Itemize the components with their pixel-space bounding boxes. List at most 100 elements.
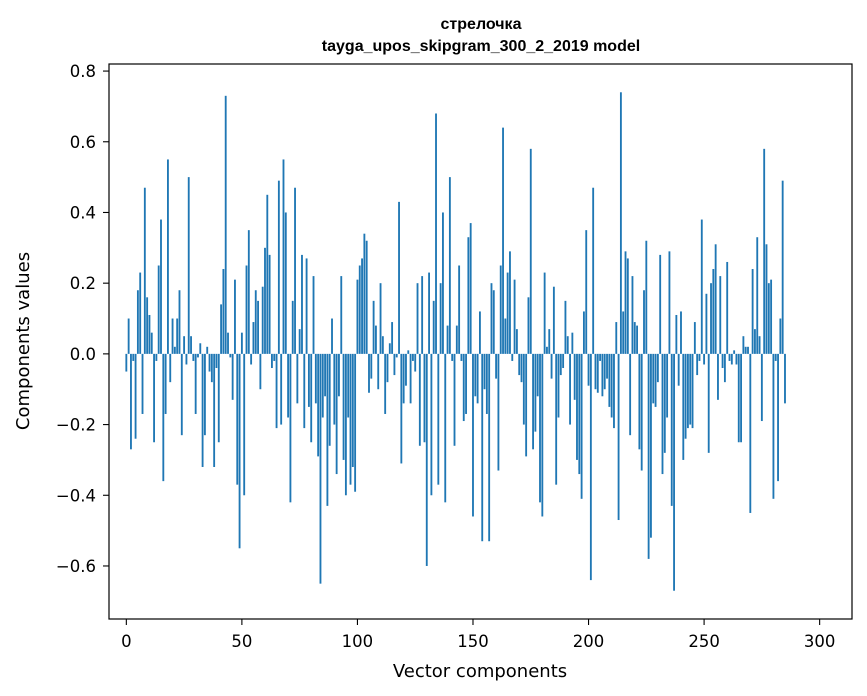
bar [515, 329, 518, 354]
x-tick-label: 300 [804, 632, 836, 651]
bar [400, 353, 403, 464]
bar [203, 353, 206, 436]
bar [333, 353, 336, 425]
x-tick-label: 250 [688, 632, 720, 651]
bar [215, 353, 218, 369]
bar [719, 276, 722, 354]
bar [511, 353, 514, 361]
bar [539, 353, 541, 503]
bar [171, 318, 174, 354]
bar [663, 353, 666, 453]
bar [305, 258, 308, 354]
bar [527, 297, 530, 354]
bar [439, 283, 442, 354]
bar [740, 353, 742, 443]
bar [284, 212, 287, 354]
bar [314, 353, 317, 404]
bar [282, 159, 285, 354]
bar [485, 353, 488, 414]
y-tick-label: −0.2 [56, 416, 96, 435]
bar [499, 265, 502, 354]
bar [178, 290, 181, 354]
bar [550, 353, 553, 379]
bar [717, 353, 719, 400]
bar [596, 353, 599, 393]
bar [277, 180, 280, 354]
bar [650, 353, 652, 538]
bar [240, 332, 243, 354]
bar [125, 353, 128, 372]
bar [451, 353, 454, 361]
bar [670, 353, 673, 506]
x-axis-label: Vector components [393, 661, 567, 682]
bars-group [125, 92, 786, 591]
bar [601, 353, 604, 397]
bar [763, 148, 766, 354]
bar [571, 332, 574, 354]
bar [132, 353, 135, 361]
bar [703, 353, 706, 365]
bar [693, 322, 696, 354]
bar [652, 353, 655, 404]
bar [444, 353, 447, 503]
bar [770, 279, 773, 354]
bar [506, 272, 509, 354]
bar [525, 353, 528, 457]
bar [139, 272, 142, 354]
bar [509, 251, 511, 354]
bar [224, 95, 227, 354]
bar [326, 353, 329, 506]
bar [245, 265, 248, 354]
bar [143, 187, 146, 354]
bar [361, 258, 363, 354]
bar [381, 336, 384, 354]
bar [321, 353, 324, 418]
bar [432, 300, 435, 354]
bar [784, 353, 786, 404]
bar [155, 353, 158, 361]
bar [169, 353, 172, 383]
bar [615, 322, 618, 354]
bar [624, 251, 627, 354]
bar [185, 353, 188, 365]
bar [668, 251, 671, 354]
bar [271, 353, 273, 369]
bar [354, 353, 357, 492]
bar [474, 353, 477, 397]
bar [751, 269, 754, 354]
bar [576, 353, 578, 460]
bar [587, 353, 590, 386]
bar [700, 219, 703, 354]
bar [536, 353, 539, 397]
bar [176, 318, 179, 354]
bar [384, 353, 387, 414]
y-tick-label: 0.8 [70, 62, 96, 81]
bar [564, 300, 567, 354]
bar [301, 254, 303, 354]
bar [199, 343, 202, 354]
bar [409, 353, 412, 404]
bar [187, 177, 190, 354]
bar [543, 272, 546, 354]
bar [303, 353, 306, 429]
bar [714, 244, 717, 354]
bar [585, 230, 588, 354]
bar [518, 353, 521, 376]
bar [705, 293, 708, 354]
bar [252, 322, 255, 354]
bar [633, 322, 636, 354]
bar [654, 353, 657, 407]
bar [294, 187, 296, 354]
bar [234, 279, 236, 354]
bar [194, 353, 197, 414]
bar [476, 353, 479, 404]
bar [395, 353, 398, 358]
bar [437, 353, 440, 485]
bar [273, 353, 276, 361]
bar [781, 180, 784, 354]
bar [365, 240, 368, 354]
bar [774, 353, 777, 361]
bar [340, 276, 343, 354]
bar [723, 353, 726, 383]
bar [368, 353, 370, 393]
